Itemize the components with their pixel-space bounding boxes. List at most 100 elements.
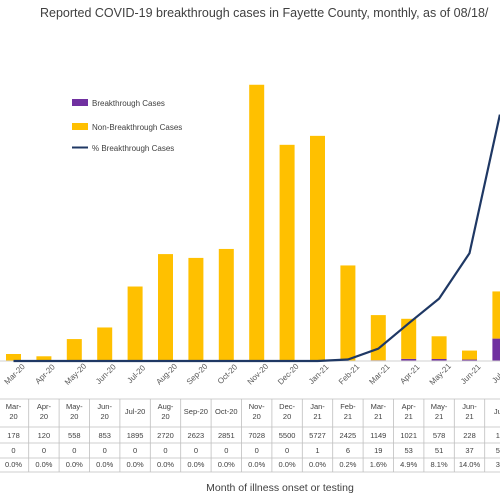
table-cell: 578: [433, 431, 446, 440]
table-cell: 1149: [370, 431, 386, 440]
chart-title: Reported COVID-19 breakthrough cases in …: [40, 6, 489, 20]
table-cell: 19: [374, 446, 382, 455]
table-header-cell: 21: [465, 412, 473, 421]
table-cell: 0: [163, 446, 167, 455]
table-cell: 0: [224, 446, 228, 455]
table-cell: 558: [68, 431, 81, 440]
legend-swatch-non-breakthrough: [72, 123, 88, 130]
x-tick-label: Mar-20: [3, 362, 28, 387]
x-tick-label: Sep-20: [185, 362, 210, 387]
table-header-cell: 21: [435, 412, 443, 421]
table-header-cell: Feb-: [340, 402, 356, 411]
table-header-cell: 20: [283, 412, 291, 421]
table-cell: 0.0%: [309, 460, 326, 469]
x-tick-label: Jul-21: [490, 363, 500, 385]
table-header-cell: 21: [374, 412, 382, 421]
table-cell: 853: [98, 431, 111, 440]
table-cell: 120: [38, 431, 51, 440]
x-tick-label: Mar-21: [367, 362, 392, 387]
table-cell: 2851: [218, 431, 235, 440]
table-header-cell: Nov-: [249, 402, 265, 411]
table-cell: 53: [405, 446, 413, 455]
x-tick-label: Apr-21: [398, 362, 422, 386]
table-cell: 0: [72, 446, 76, 455]
table-cell: 0: [133, 446, 137, 455]
table-cell: 6: [346, 446, 350, 455]
table-cell: 0.0%: [157, 460, 174, 469]
bar-non-breakthrough: [492, 291, 500, 339]
table-cell: 0.0%: [66, 460, 83, 469]
x-tick-label: Jul-20: [125, 363, 147, 385]
table-cell: 228: [463, 431, 476, 440]
x-tick-label: Apr-20: [33, 362, 57, 386]
x-tick-label: Dec-20: [276, 362, 301, 387]
x-tick-label: Jun-20: [94, 362, 118, 386]
bar-non-breakthrough: [97, 327, 113, 361]
table-header-cell: Mar-: [6, 402, 22, 411]
table-header-cell: Jul-: [494, 407, 500, 416]
bar-non-breakthrough: [370, 315, 386, 361]
legend-label: Breakthrough Cases: [92, 99, 165, 108]
table-header-cell: 21: [405, 412, 413, 421]
x-axis-label: Month of illness onset or testing: [206, 482, 354, 494]
legend-label: % Breakthrough Cases: [92, 144, 174, 153]
table-cell: 2720: [157, 431, 174, 440]
table-header-cell: 21: [344, 412, 352, 421]
table-cell: 0: [11, 446, 15, 455]
table-cell: 0: [285, 446, 289, 455]
bar-non-breakthrough: [340, 265, 356, 361]
table-header-cell: Dec-: [279, 402, 295, 411]
x-tick-label: May-21: [428, 361, 454, 387]
table-header-cell: 21: [313, 412, 321, 421]
bar-breakthrough: [492, 338, 500, 361]
table-header-cell: Mar-: [371, 402, 387, 411]
bar-non-breakthrough: [462, 350, 477, 360]
table-header-cell: Oct-20: [215, 407, 238, 416]
table-cell: 57: [496, 446, 500, 455]
table-cell: 178: [7, 431, 20, 440]
legend-swatch-breakthrough: [72, 99, 88, 106]
x-tick-label: May-20: [63, 361, 89, 387]
table-header-cell: Apr-: [37, 402, 52, 411]
x-tick-label: Oct-20: [216, 362, 240, 386]
table-header-cell: 20: [40, 412, 48, 421]
bar-breakthrough: [431, 358, 447, 361]
table-header-cell: Sep-20: [184, 407, 208, 416]
table-cell: 1.6%: [370, 460, 387, 469]
table-cell: 1895: [127, 431, 144, 440]
table-cell: 8.1%: [431, 460, 448, 469]
table-header-cell: 20: [70, 412, 78, 421]
table-header-cell: May-: [431, 402, 448, 411]
bar-non-breakthrough: [66, 339, 82, 361]
bar-non-breakthrough: [249, 84, 265, 361]
bar-non-breakthrough: [127, 286, 143, 361]
table-header-cell: 20: [9, 412, 17, 421]
table-header-cell: Jun-: [462, 402, 477, 411]
x-tick-label: Feb-21: [337, 362, 362, 387]
bar-non-breakthrough: [401, 318, 417, 359]
table-cell: 0: [42, 446, 46, 455]
table-cell: 1021: [400, 431, 417, 440]
table-cell: 2425: [340, 431, 357, 440]
table-cell: 0.0%: [35, 460, 52, 469]
series-line-pct-breakthrough: [13, 114, 500, 363]
table-cell: 0.0%: [127, 460, 144, 469]
x-tick-label: Nov-20: [246, 362, 271, 387]
table-cell: 4.9%: [400, 460, 417, 469]
bar-non-breakthrough: [310, 135, 325, 361]
bar-non-breakthrough: [6, 354, 21, 361]
table-header-cell: Apr-: [402, 402, 417, 411]
table-header-cell: Jun-: [97, 402, 112, 411]
bar-non-breakthrough: [431, 336, 447, 359]
table-cell: 0.0%: [5, 460, 22, 469]
bar-breakthrough: [462, 359, 477, 361]
table-cell: 5727: [309, 431, 326, 440]
table-cell: 5500: [279, 431, 296, 440]
bar-non-breakthrough: [279, 144, 295, 361]
bar-non-breakthrough: [218, 248, 234, 361]
table-cell: 0: [255, 446, 259, 455]
table-header-cell: Jan-: [310, 402, 325, 411]
table-cell: 37: [465, 446, 473, 455]
table-header-cell: 20: [161, 412, 169, 421]
